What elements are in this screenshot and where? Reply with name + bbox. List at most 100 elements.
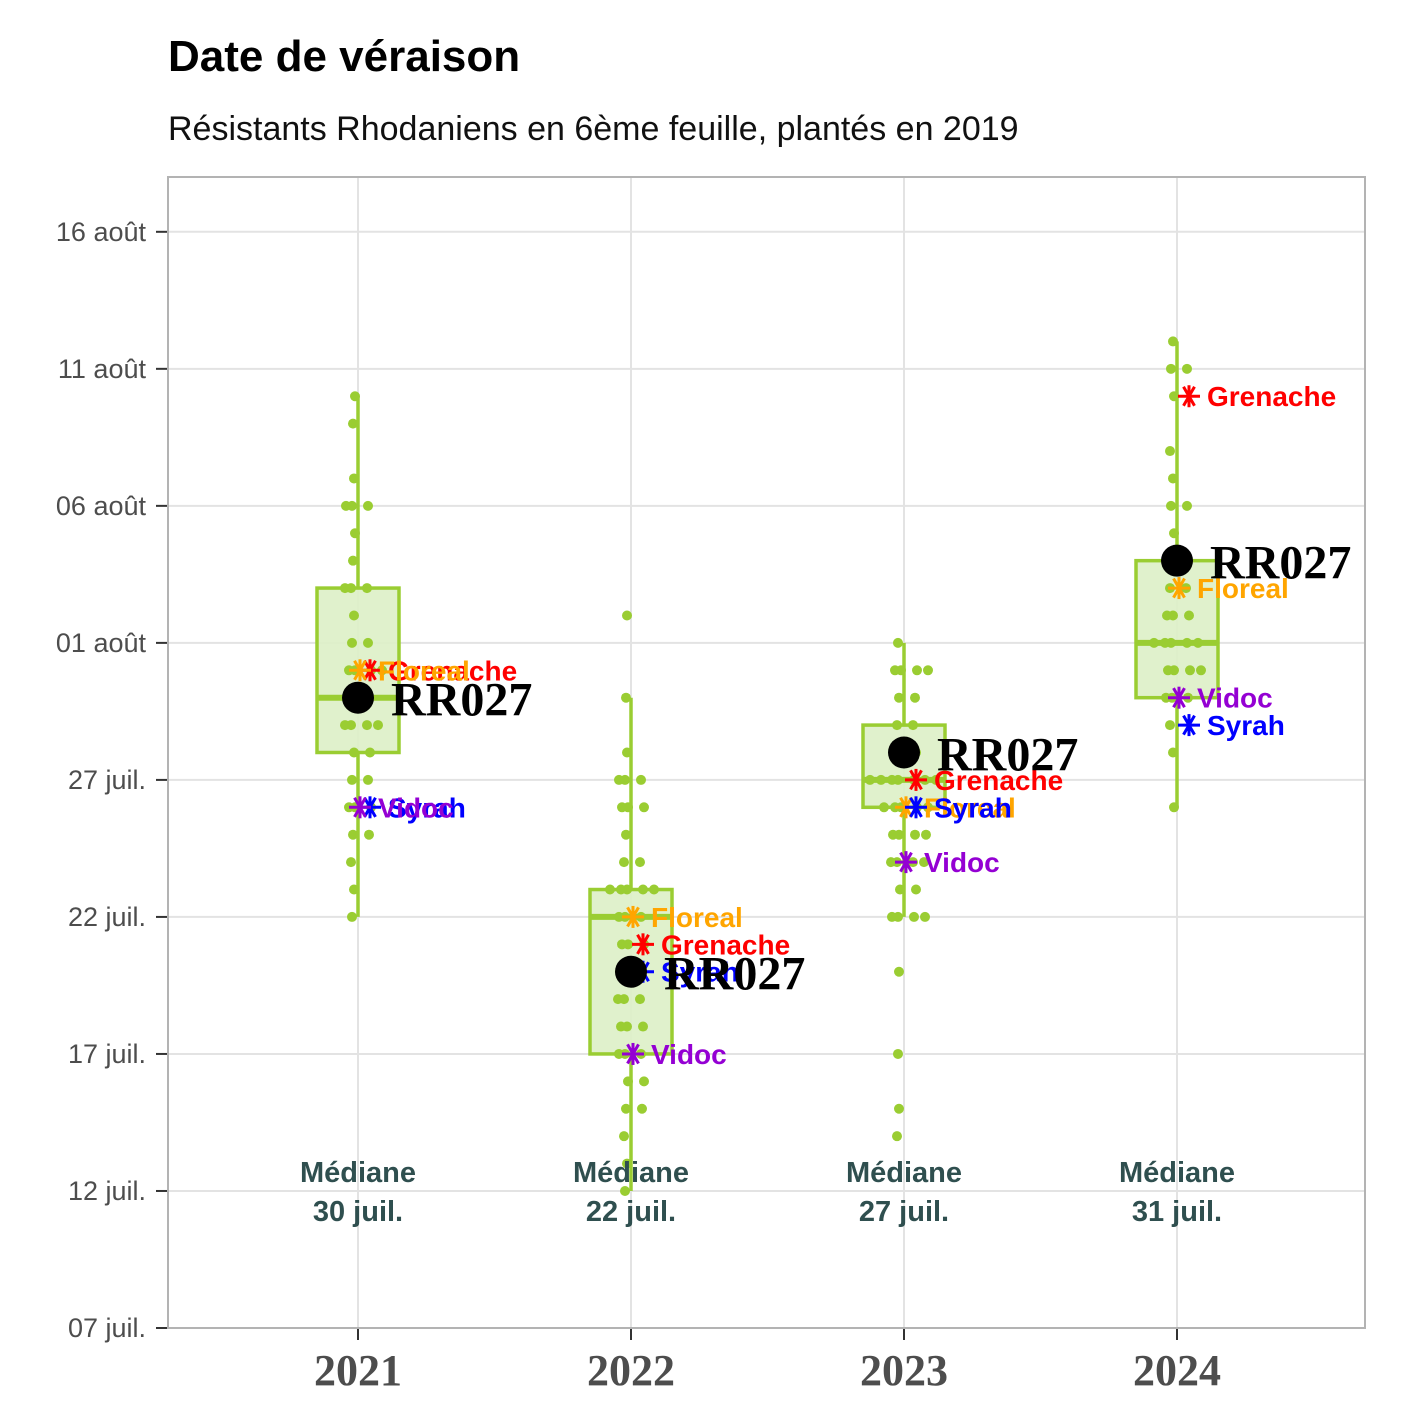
data-point — [1163, 665, 1173, 676]
data-point — [614, 774, 624, 785]
data-point — [614, 1048, 624, 1059]
data-point — [908, 720, 918, 731]
median-value: 30 juil. — [313, 1196, 403, 1228]
x-tick-label: 2021 — [314, 1346, 402, 1395]
y-tick-label: 27 juil. — [68, 765, 146, 795]
data-point — [911, 884, 921, 895]
data-point — [340, 720, 350, 731]
data-point — [919, 857, 929, 868]
focus-label: RR027 — [391, 674, 532, 727]
focus-point — [342, 681, 374, 714]
median-label: Médiane — [300, 1157, 416, 1189]
data-point — [619, 857, 629, 868]
data-point — [1165, 720, 1175, 731]
data-point — [363, 637, 373, 648]
variety-label: Syrah — [388, 792, 466, 823]
data-point — [377, 665, 387, 676]
data-point — [923, 802, 933, 813]
median-value: 22 juil. — [586, 1196, 676, 1228]
data-point — [639, 1076, 649, 1087]
variety-label: Grenache — [934, 765, 1063, 796]
focus-label: RR027 — [1210, 537, 1351, 590]
data-point — [349, 747, 359, 758]
data-point — [1169, 528, 1179, 539]
data-point — [638, 884, 648, 895]
data-point — [350, 391, 360, 402]
data-point — [888, 829, 898, 840]
data-point — [876, 774, 886, 785]
chart-subtitle: Résistants Rhodaniens en 6ème feuille, p… — [168, 110, 1019, 148]
focus-label: RR027 — [664, 948, 805, 1001]
data-point — [1196, 665, 1206, 676]
data-point — [1193, 637, 1203, 648]
median-label: Médiane — [573, 1157, 689, 1189]
data-point — [638, 1021, 648, 1032]
data-point — [616, 1021, 626, 1032]
data-point — [1168, 336, 1178, 347]
data-point — [1166, 500, 1176, 511]
y-tick-label: 16 août — [56, 217, 147, 247]
data-point — [365, 747, 375, 758]
variety-label: Vidoc — [651, 1039, 727, 1070]
data-point — [363, 500, 373, 511]
data-point — [909, 911, 919, 922]
y-tick-label: 06 août — [56, 491, 147, 521]
data-point — [894, 1103, 904, 1114]
data-point — [1182, 637, 1192, 648]
data-point — [347, 911, 357, 922]
variety-label: Syrah — [661, 957, 739, 988]
y-tick-label: 17 juil. — [68, 1039, 146, 1069]
data-point — [617, 939, 627, 950]
data-point — [350, 528, 360, 539]
data-point — [349, 884, 359, 895]
variety-label: Floreal — [1197, 573, 1289, 604]
variety-label: Floreal — [651, 902, 743, 933]
median-label: Médiane — [846, 1157, 962, 1189]
data-point — [347, 774, 357, 785]
data-point — [621, 829, 631, 840]
data-point — [1162, 610, 1172, 621]
variety-label: Vidoc — [924, 847, 1000, 878]
x-tick-label: 2022 — [587, 1346, 675, 1395]
data-point — [879, 802, 889, 813]
data-point — [373, 720, 383, 731]
data-point — [622, 1158, 632, 1169]
data-point — [1182, 363, 1192, 374]
variety-label: Syrah — [934, 792, 1012, 823]
data-point — [892, 720, 902, 731]
data-point — [340, 583, 350, 594]
data-point — [1185, 665, 1195, 676]
data-point — [639, 802, 649, 813]
variety-label: Grenache — [1207, 381, 1336, 412]
data-point — [635, 994, 645, 1005]
data-point — [621, 692, 631, 703]
data-point — [349, 610, 359, 621]
data-point — [910, 692, 920, 703]
y-tick-label: 22 juil. — [68, 902, 146, 932]
focus-point — [1161, 544, 1193, 577]
data-point — [894, 966, 904, 977]
variety-label: Syrah — [1207, 710, 1285, 741]
data-point — [346, 857, 356, 868]
data-point — [1161, 692, 1171, 703]
focus-point — [615, 955, 647, 988]
median-value: 27 juil. — [859, 1196, 949, 1228]
data-point — [348, 555, 358, 566]
x-tick-label: 2024 — [1133, 1346, 1221, 1395]
data-point — [617, 802, 627, 813]
data-point — [622, 747, 632, 758]
data-point — [893, 637, 903, 648]
data-point — [887, 911, 897, 922]
data-point — [1160, 637, 1170, 648]
data-point — [894, 692, 904, 703]
data-point — [649, 884, 659, 895]
data-point — [348, 418, 358, 429]
data-point — [1184, 610, 1194, 621]
median-value: 31 juil. — [1132, 1196, 1222, 1228]
data-point — [1166, 363, 1176, 374]
data-point — [931, 774, 941, 785]
data-point — [1169, 802, 1179, 813]
data-point — [637, 1103, 647, 1114]
data-point — [1165, 446, 1175, 457]
